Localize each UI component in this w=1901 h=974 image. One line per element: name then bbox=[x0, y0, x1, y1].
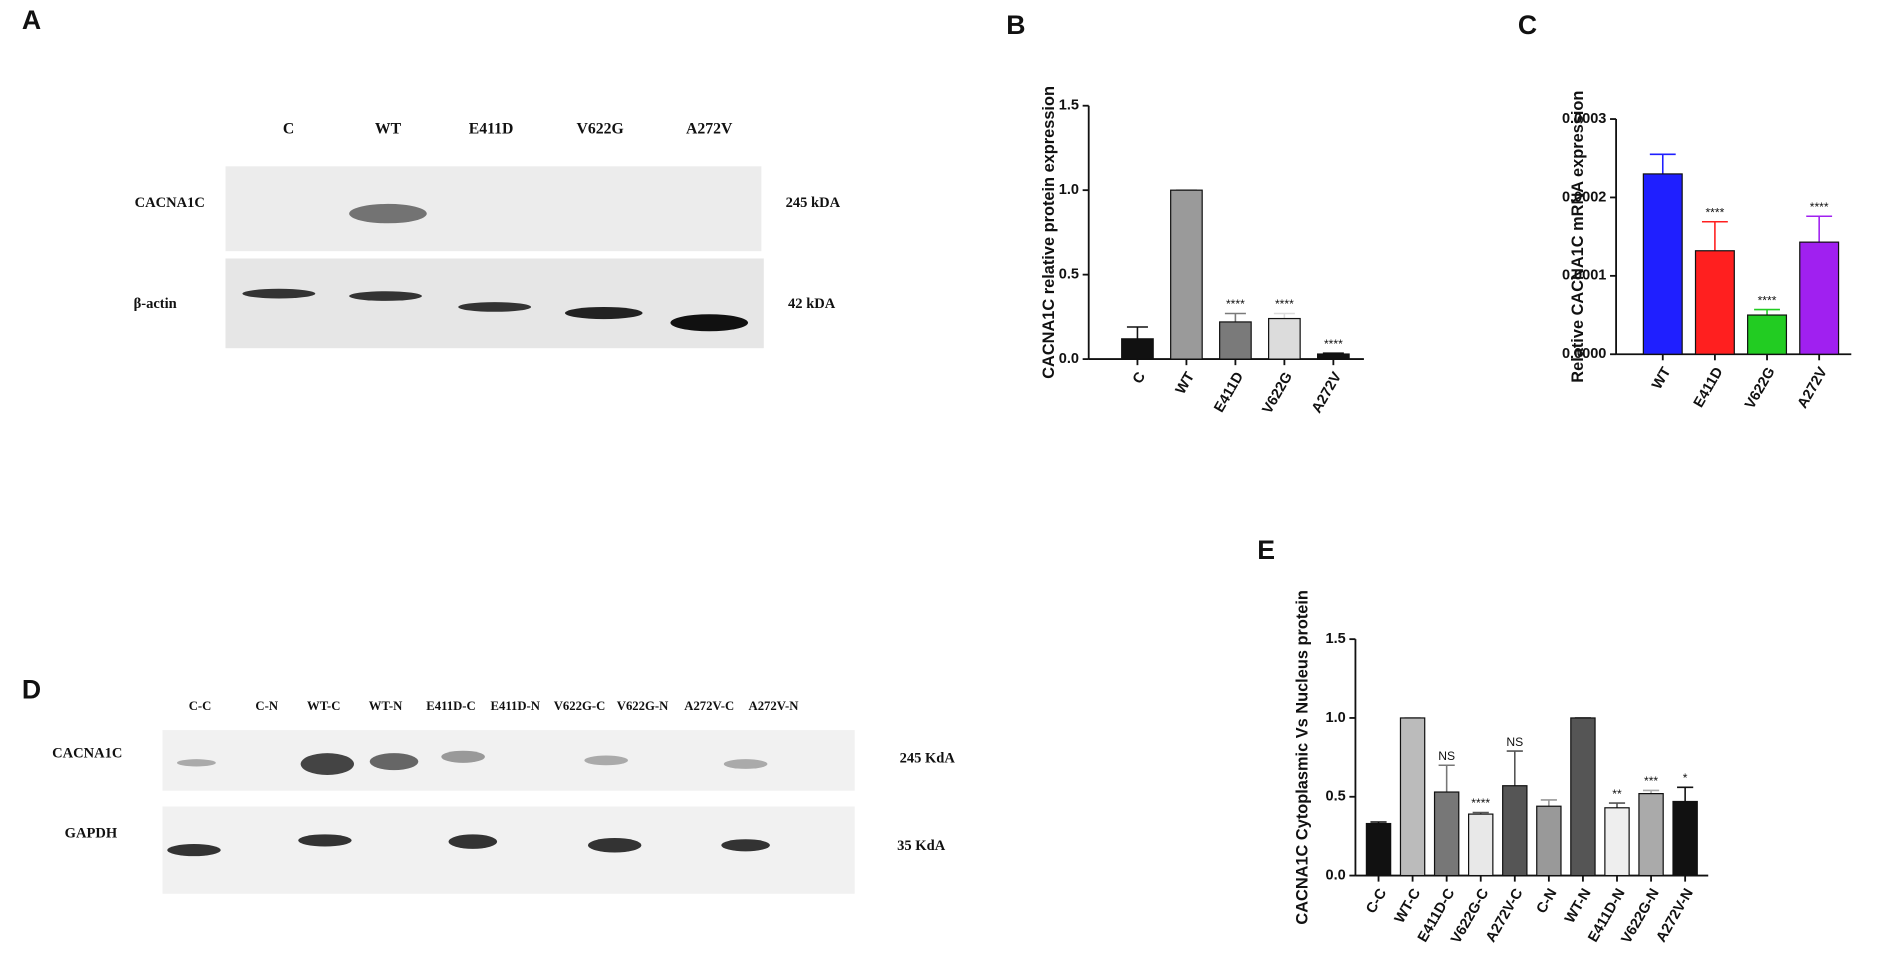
bar bbox=[1642, 173, 1683, 355]
panel-label: E bbox=[1257, 535, 1275, 565]
y-tick-label: 1.5 bbox=[1059, 98, 1079, 114]
significance: **** bbox=[1324, 337, 1343, 351]
bar bbox=[1268, 317, 1301, 360]
band bbox=[349, 291, 422, 301]
y-tick-label: 0.0000 bbox=[1562, 346, 1606, 362]
lane-label: A272V-N bbox=[749, 699, 800, 713]
band bbox=[369, 753, 419, 771]
y-tick-label: 0.0003 bbox=[1562, 111, 1606, 127]
lane-label: WT bbox=[375, 121, 402, 138]
panel-label: B bbox=[1006, 10, 1025, 40]
y-tick-label: 0.5 bbox=[1326, 789, 1346, 805]
size-label: 35 KdA bbox=[897, 838, 946, 854]
band bbox=[721, 839, 770, 852]
y-axis-label: CACNA1C Cytoplasmic Vs Nucleus protein bbox=[1294, 590, 1312, 925]
lane-label: V622G bbox=[576, 121, 623, 138]
band bbox=[167, 844, 221, 857]
lane-label: WT-N bbox=[369, 699, 403, 713]
panel-label: C bbox=[1518, 10, 1537, 40]
significance: * bbox=[1683, 771, 1688, 785]
bar bbox=[1365, 822, 1392, 877]
significance: **** bbox=[1810, 200, 1829, 214]
y-tick-label: 0.0 bbox=[1326, 867, 1346, 883]
lane-label: E411D-N bbox=[491, 699, 541, 713]
band bbox=[723, 759, 768, 769]
bar bbox=[1121, 338, 1154, 360]
bar bbox=[1502, 785, 1528, 877]
blot-strip bbox=[225, 166, 762, 252]
panel-label: D bbox=[22, 674, 41, 704]
y-tick-label: 0.0001 bbox=[1562, 268, 1606, 284]
band bbox=[300, 753, 355, 775]
significance: **** bbox=[1705, 205, 1724, 219]
bar bbox=[1468, 813, 1494, 877]
size-label: 42 kDA bbox=[788, 296, 836, 312]
band bbox=[349, 203, 427, 224]
band bbox=[177, 759, 216, 767]
panel-label: A bbox=[22, 5, 41, 35]
size-label: 245 kDA bbox=[786, 195, 841, 211]
bar bbox=[1433, 791, 1460, 877]
band bbox=[564, 306, 643, 320]
band bbox=[458, 302, 532, 312]
bar bbox=[1604, 807, 1630, 877]
band bbox=[298, 834, 352, 847]
bar bbox=[1570, 717, 1596, 877]
y-axis-label: Relative CACNA1C mRNA expression bbox=[1569, 91, 1587, 383]
significance: **** bbox=[1226, 297, 1245, 311]
y-tick-label: 1.0 bbox=[1059, 182, 1079, 198]
lane-label: A272V bbox=[686, 121, 733, 138]
bar bbox=[1694, 250, 1735, 355]
band bbox=[441, 750, 485, 763]
band bbox=[448, 834, 498, 849]
row-label: CACNA1C bbox=[135, 195, 205, 211]
significance: NS bbox=[1506, 735, 1523, 749]
row-label: GAPDH bbox=[65, 826, 118, 842]
bar bbox=[1638, 793, 1664, 877]
lane-label: A272V-C bbox=[684, 699, 734, 713]
bar bbox=[1799, 241, 1840, 355]
significance: **** bbox=[1471, 796, 1490, 810]
bar bbox=[1399, 717, 1426, 877]
bar bbox=[1747, 314, 1788, 355]
bar bbox=[1219, 321, 1252, 360]
lane-label: C bbox=[283, 121, 294, 138]
significance: *** bbox=[1644, 774, 1658, 788]
y-tick-label: 0.0002 bbox=[1562, 189, 1606, 205]
band bbox=[588, 837, 642, 853]
significance: **** bbox=[1758, 293, 1777, 307]
band bbox=[670, 314, 749, 332]
band bbox=[584, 755, 629, 766]
y-tick-label: 0.5 bbox=[1059, 266, 1079, 282]
y-tick-label: 0.0 bbox=[1059, 351, 1079, 367]
significance: ** bbox=[1612, 787, 1622, 801]
lane-label: V622G-C bbox=[554, 699, 606, 713]
size-label: 245 KdA bbox=[900, 751, 956, 767]
bar bbox=[1536, 805, 1562, 877]
y-axis-label: CACNA1C relative protein expression bbox=[1040, 86, 1058, 379]
significance: **** bbox=[1275, 297, 1294, 311]
band bbox=[242, 288, 316, 299]
lane-label: WT-C bbox=[307, 699, 340, 713]
bar bbox=[1170, 189, 1203, 360]
row-label: β-actin bbox=[134, 296, 177, 312]
lane-label: E411D bbox=[469, 121, 514, 138]
row-label: CACNA1C bbox=[52, 746, 122, 762]
lane-label: C-N bbox=[255, 699, 278, 713]
y-tick-label: 1.5 bbox=[1326, 631, 1346, 647]
lane-label: E411D-C bbox=[426, 699, 475, 713]
significance: NS bbox=[1438, 749, 1455, 763]
lane-label: V622G-N bbox=[617, 699, 669, 713]
y-tick-label: 1.0 bbox=[1326, 710, 1346, 726]
lane-label: C-C bbox=[189, 699, 212, 713]
bar bbox=[1672, 800, 1698, 877]
bar bbox=[1317, 353, 1350, 360]
